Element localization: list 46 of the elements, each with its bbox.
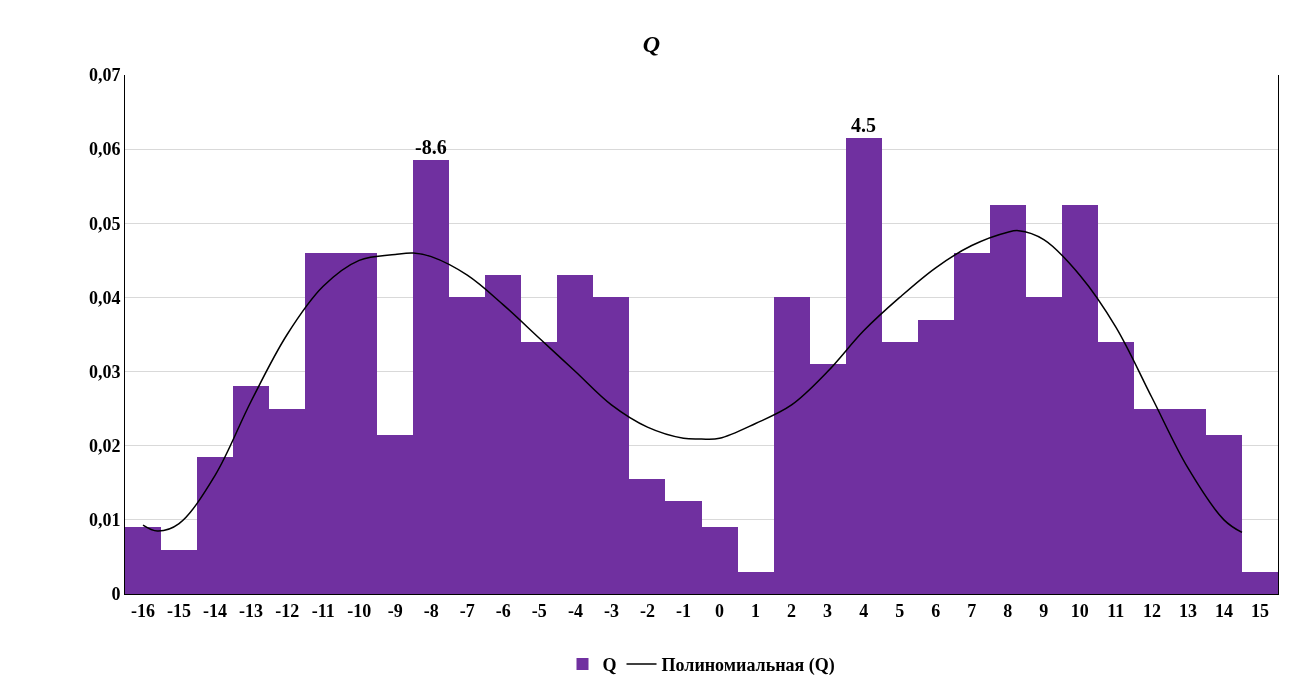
x-tick-label: -6 bbox=[495, 600, 511, 621]
x-tick-label: 11 bbox=[1107, 600, 1125, 621]
legend-label: Полиномиальная (Q) bbox=[661, 655, 835, 677]
x-tick-label: -3 bbox=[603, 600, 619, 621]
y-tick-label: 0,02 bbox=[88, 436, 121, 457]
x-tick-label: -13 bbox=[239, 600, 264, 621]
chart-title: Q bbox=[642, 30, 661, 57]
x-tick-label: -9 bbox=[387, 600, 403, 621]
x-tick-label: -11 bbox=[311, 600, 335, 621]
x-tick-label: 15 bbox=[1250, 600, 1269, 621]
y-tick-label: 0 bbox=[111, 584, 121, 605]
x-tick-label: 12 bbox=[1142, 600, 1161, 621]
y-tick-label: 0,06 bbox=[88, 139, 121, 160]
x-tick-label: 5 bbox=[895, 600, 905, 621]
x-tick-label: 2 bbox=[787, 600, 797, 621]
x-tick-label: 9 bbox=[1039, 600, 1049, 621]
x-tick-label: 14 bbox=[1214, 600, 1233, 621]
y-tick-label: 0,04 bbox=[88, 287, 121, 308]
y-tick-label: 0,07 bbox=[88, 65, 121, 86]
x-tick-label: 7 bbox=[967, 600, 977, 621]
x-tick-label: 0 bbox=[715, 600, 725, 621]
x-tick-label: 13 bbox=[1178, 600, 1197, 621]
x-tick-label: -12 bbox=[275, 600, 300, 621]
x-tick-label: 1 bbox=[751, 600, 761, 621]
line-series bbox=[142, 229, 1243, 534]
y-tick-label: 0,03 bbox=[88, 361, 121, 382]
x-tick-label: -5 bbox=[531, 600, 547, 621]
y-tick-label: 0,05 bbox=[88, 213, 121, 234]
x-tick-label: 8 bbox=[1003, 600, 1013, 621]
x-tick-label: 10 bbox=[1070, 600, 1089, 621]
x-tick-label: -15 bbox=[167, 600, 192, 621]
x-tick-label: -1 bbox=[675, 600, 691, 621]
x-tick-label: -4 bbox=[567, 600, 583, 621]
y-tick-label: 0,01 bbox=[88, 510, 121, 531]
x-tick-label: 3 bbox=[823, 600, 833, 621]
x-tick-label: -8 bbox=[423, 600, 439, 621]
annotation: 4.5 bbox=[851, 114, 876, 136]
x-tick-label: -14 bbox=[203, 600, 228, 621]
x-tick-label: -7 bbox=[459, 600, 475, 621]
x-tick-label: -16 bbox=[131, 600, 156, 621]
x-tick-label: 6 bbox=[931, 600, 941, 621]
annotation: -8.6 bbox=[415, 136, 447, 158]
x-tick-label: -2 bbox=[639, 600, 655, 621]
legend-label: Q bbox=[602, 655, 617, 676]
x-tick-label: 4 bbox=[859, 600, 869, 621]
x-tick-label: -10 bbox=[347, 600, 372, 621]
